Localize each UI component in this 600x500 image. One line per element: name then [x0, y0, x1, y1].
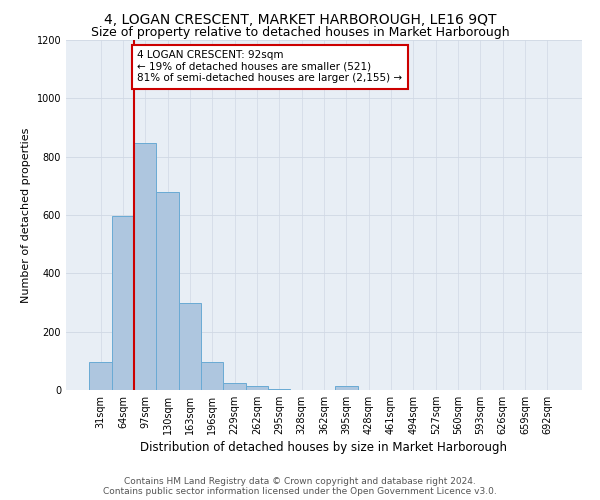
Text: Size of property relative to detached houses in Market Harborough: Size of property relative to detached ho… [91, 26, 509, 39]
Y-axis label: Number of detached properties: Number of detached properties [21, 128, 31, 302]
X-axis label: Distribution of detached houses by size in Market Harborough: Distribution of detached houses by size … [140, 442, 508, 454]
Bar [268, 388, 290, 390]
Bar [179, 302, 201, 390]
Bar [223, 382, 246, 390]
Bar [112, 216, 134, 390]
Text: 4 LOGAN CRESCENT: 92sqm
← 19% of detached houses are smaller (521)
81% of semi-d: 4 LOGAN CRESCENT: 92sqm ← 19% of detache… [137, 50, 403, 84]
Bar [201, 362, 223, 390]
Bar [246, 386, 268, 390]
Bar [335, 386, 358, 390]
Bar [134, 143, 157, 390]
Bar [157, 192, 179, 390]
Bar [89, 362, 112, 390]
Text: 4, LOGAN CRESCENT, MARKET HARBOROUGH, LE16 9QT: 4, LOGAN CRESCENT, MARKET HARBOROUGH, LE… [104, 12, 496, 26]
Text: Contains HM Land Registry data © Crown copyright and database right 2024.
Contai: Contains HM Land Registry data © Crown c… [103, 476, 497, 496]
